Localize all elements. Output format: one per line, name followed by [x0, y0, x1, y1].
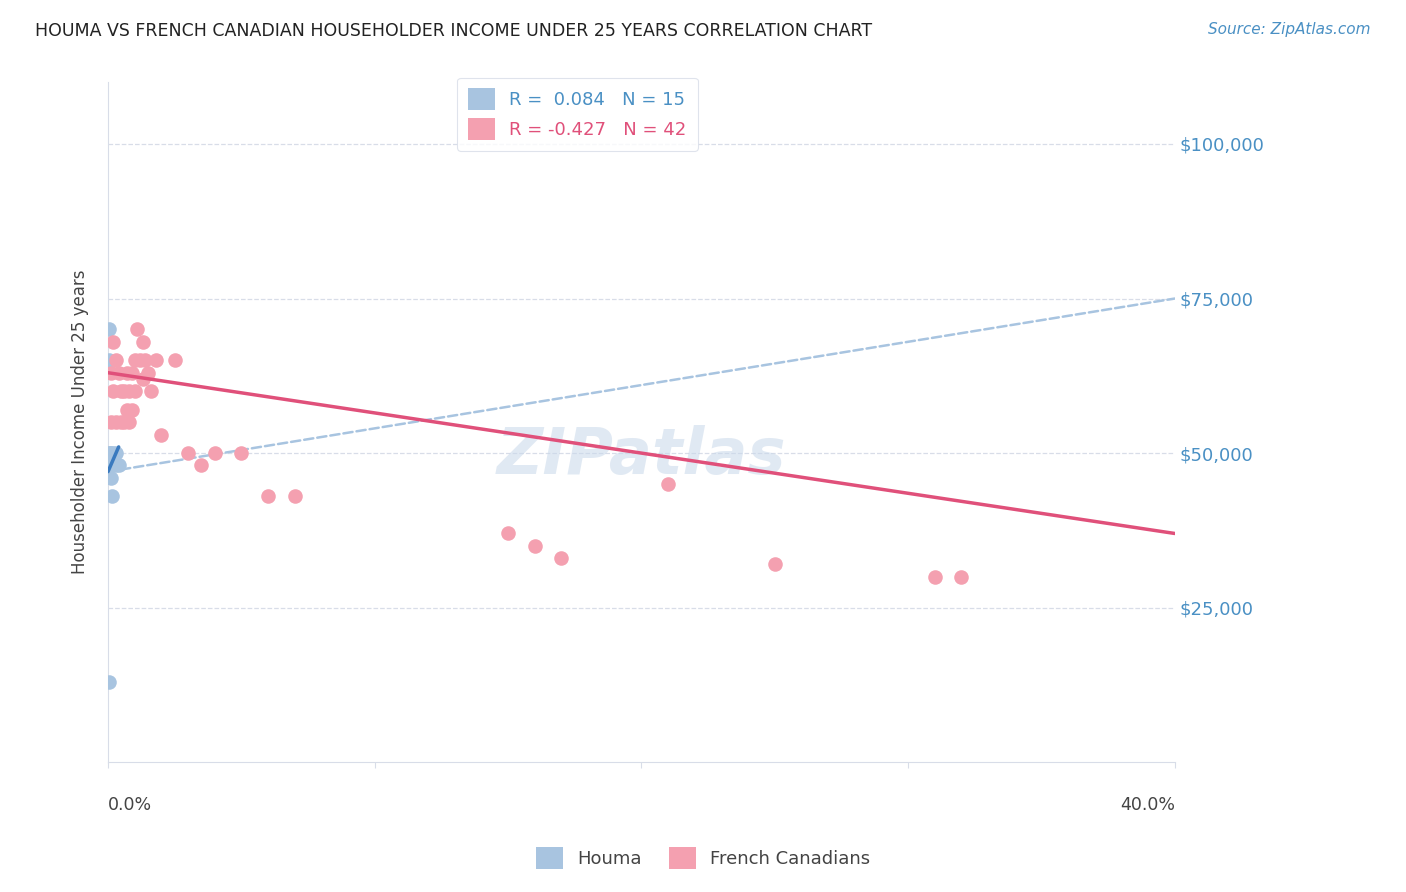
Point: [100, 446, 122, 460]
Point: [115, 402, 138, 417]
Point: [177, 446, 200, 460]
Point: [100, 366, 122, 380]
Y-axis label: Householder Income Under 25 years: Householder Income Under 25 years: [72, 270, 89, 574]
Point: [131, 372, 153, 386]
Legend: R =  0.084   N = 15, R = -0.427   N = 42: R = 0.084 N = 15, R = -0.427 N = 42: [457, 78, 697, 151]
Point: [118, 384, 141, 399]
Point: [107, 366, 129, 380]
Point: [110, 384, 132, 399]
Point: [129, 353, 152, 368]
Point: [110, 415, 132, 429]
Point: [763, 558, 786, 572]
Point: [118, 415, 141, 429]
Point: [104, 415, 127, 429]
Point: [924, 570, 946, 584]
Point: [97, 458, 120, 473]
Text: 0.0%: 0.0%: [108, 797, 152, 814]
Point: [121, 366, 143, 380]
Point: [134, 353, 156, 368]
Point: [100, 452, 122, 467]
Point: [115, 366, 138, 380]
Point: [231, 446, 253, 460]
Point: [136, 366, 159, 380]
Point: [112, 415, 135, 429]
Legend: Houma, French Canadians: Houma, French Canadians: [529, 839, 877, 876]
Text: ZIPatlas: ZIPatlas: [496, 425, 786, 487]
Point: [103, 446, 125, 460]
Point: [550, 551, 572, 566]
Point: [496, 526, 519, 541]
Point: [190, 458, 212, 473]
Point: [98, 674, 121, 689]
Point: [103, 384, 125, 399]
Point: [124, 384, 146, 399]
Point: [124, 353, 146, 368]
Point: [107, 458, 129, 473]
Point: [127, 322, 149, 336]
Text: Source: ZipAtlas.com: Source: ZipAtlas.com: [1208, 22, 1371, 37]
Text: HOUMA VS FRENCH CANADIAN HOUSEHOLDER INCOME UNDER 25 YEARS CORRELATION CHART: HOUMA VS FRENCH CANADIAN HOUSEHOLDER INC…: [35, 22, 872, 40]
Point: [257, 489, 280, 503]
Point: [204, 446, 226, 460]
Point: [104, 446, 127, 460]
Point: [103, 452, 125, 467]
Point: [150, 427, 173, 442]
Text: 40.0%: 40.0%: [1119, 797, 1175, 814]
Point: [112, 384, 135, 399]
Point: [103, 334, 125, 349]
Point: [523, 539, 546, 553]
Point: [145, 353, 167, 368]
Point: [131, 334, 153, 349]
Point: [104, 458, 127, 473]
Point: [139, 384, 162, 399]
Point: [950, 570, 973, 584]
Point: [284, 489, 307, 503]
Point: [100, 471, 122, 485]
Point: [121, 402, 143, 417]
Point: [98, 446, 121, 460]
Point: [100, 415, 122, 429]
Point: [657, 477, 679, 491]
Point: [163, 353, 186, 368]
Point: [101, 489, 124, 503]
Point: [98, 446, 121, 460]
Point: [104, 353, 127, 368]
Point: [97, 322, 120, 336]
Point: [98, 353, 121, 368]
